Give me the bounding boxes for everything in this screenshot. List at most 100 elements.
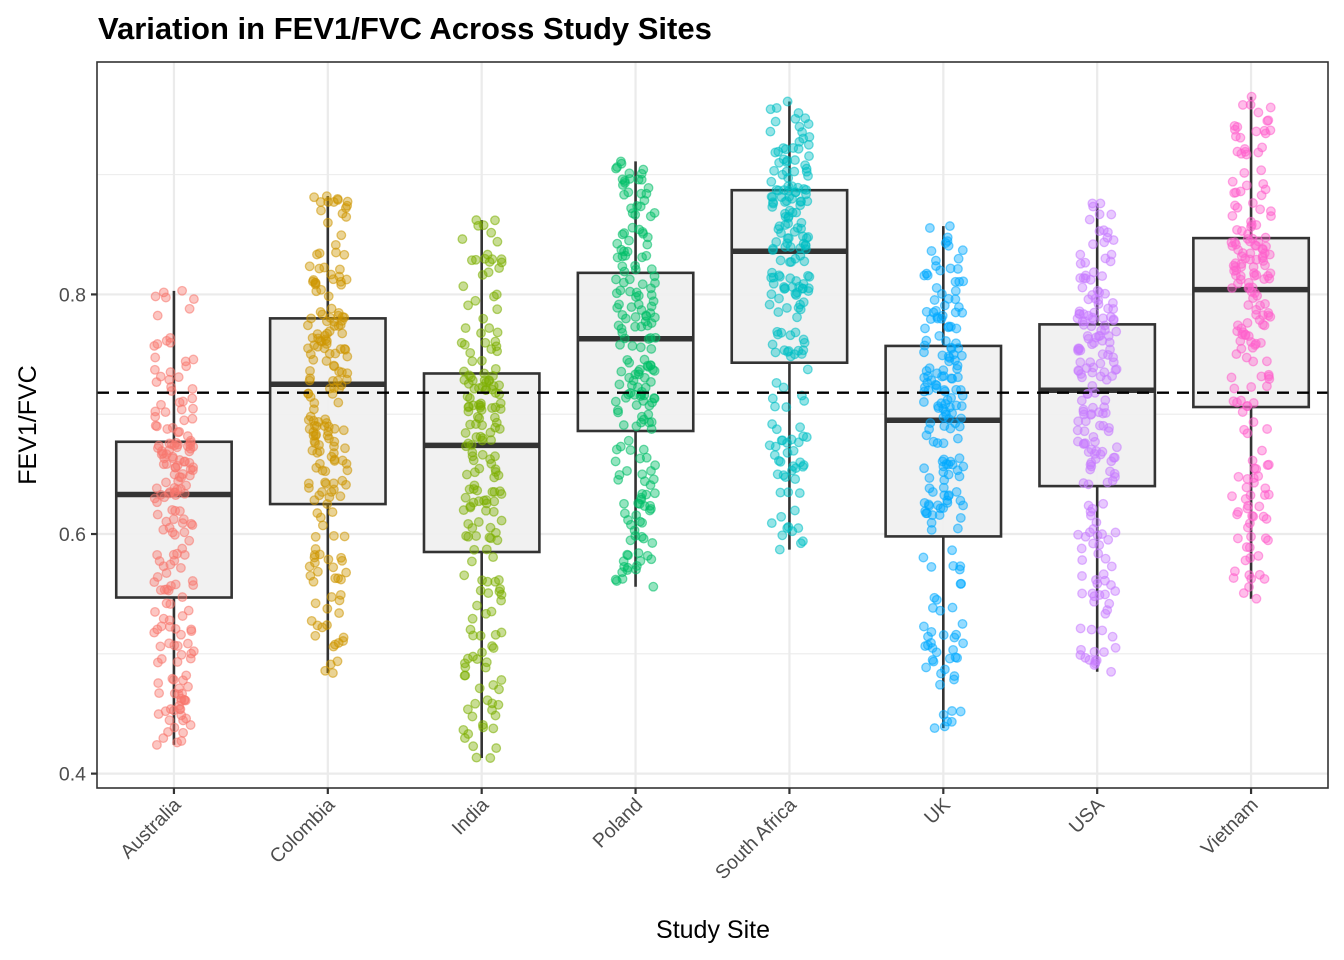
data-point	[316, 284, 327, 295]
data-point	[494, 263, 505, 274]
data-point	[496, 675, 507, 685]
data-point	[1260, 483, 1271, 494]
data-point	[1100, 608, 1111, 619]
data-point	[931, 647, 942, 658]
data-point	[473, 517, 484, 527]
data-point	[322, 620, 332, 631]
data-point	[465, 347, 476, 358]
data-point	[923, 499, 934, 510]
data-point	[305, 570, 316, 581]
data-point	[464, 370, 475, 381]
panel-border	[96, 61, 1329, 789]
data-point	[465, 419, 476, 430]
data-point	[1226, 237, 1237, 248]
data-point	[630, 312, 641, 322]
data-point	[625, 286, 635, 297]
data-point	[1266, 211, 1276, 222]
data-point	[477, 647, 487, 658]
data-point	[772, 326, 783, 337]
data-point	[1236, 395, 1246, 406]
data-point	[462, 653, 473, 664]
data-point	[1235, 186, 1246, 197]
data-point	[329, 436, 340, 447]
data-point	[1077, 571, 1087, 581]
data-point	[1251, 593, 1262, 604]
data-point	[645, 283, 656, 294]
data-point	[495, 486, 505, 497]
data-point	[777, 530, 788, 541]
data-point	[949, 671, 960, 682]
data-point	[946, 716, 957, 727]
data-point	[626, 203, 637, 214]
data-point	[1104, 422, 1114, 433]
data-point	[185, 720, 196, 730]
data-point	[768, 197, 778, 208]
data-point	[463, 401, 474, 412]
data-point	[339, 343, 350, 354]
data-point	[774, 544, 785, 555]
data-point	[929, 723, 940, 734]
data-point	[1244, 582, 1254, 592]
data-point	[309, 192, 320, 203]
data-point	[948, 560, 959, 571]
data-point	[1097, 529, 1108, 540]
data-point	[496, 515, 507, 526]
data-point	[945, 263, 956, 274]
iqr-box	[114, 440, 233, 599]
data-point	[312, 566, 323, 577]
data-point	[1233, 471, 1244, 482]
data-point	[925, 418, 936, 428]
data-point	[1265, 311, 1276, 322]
data-point	[929, 295, 940, 305]
data-point	[1238, 588, 1249, 599]
data-point	[1237, 407, 1248, 417]
data-point	[1102, 477, 1113, 488]
data-point	[785, 351, 796, 362]
data-point	[328, 562, 339, 573]
data-point	[952, 652, 963, 663]
data-point	[610, 456, 621, 467]
data-point	[179, 415, 190, 426]
data-point	[1263, 371, 1274, 382]
data-point	[459, 670, 470, 681]
data-point	[1255, 204, 1266, 215]
data-point	[172, 737, 183, 748]
data-point	[926, 246, 937, 256]
data-point	[790, 327, 801, 338]
data-point	[338, 632, 349, 643]
data-point	[795, 538, 806, 549]
x-tick-label: USA	[1065, 794, 1109, 838]
data-point	[174, 683, 185, 694]
data-point	[1085, 459, 1096, 470]
data-point	[635, 516, 646, 527]
data-point	[767, 245, 778, 256]
data-point	[646, 465, 656, 476]
data-point	[1232, 278, 1243, 289]
data-point	[485, 427, 496, 438]
data-point	[339, 531, 350, 542]
data-point	[1075, 258, 1086, 269]
data-point	[952, 263, 963, 274]
data-point	[648, 474, 659, 485]
data-point	[1258, 178, 1269, 189]
data-point	[776, 435, 787, 446]
data-point	[340, 443, 350, 454]
data-point	[1232, 533, 1243, 544]
data-point	[1075, 623, 1086, 634]
data-point	[488, 506, 499, 517]
data-point	[619, 333, 630, 344]
data-point	[634, 224, 645, 235]
data-point	[944, 653, 955, 664]
x-tick-label: Australia	[116, 794, 185, 863]
data-point	[935, 679, 945, 690]
data-point	[919, 463, 930, 474]
data-point	[304, 261, 315, 272]
data-point	[631, 560, 642, 571]
data-point	[325, 312, 336, 323]
data-point	[475, 630, 486, 641]
data-point	[152, 624, 163, 635]
data-point	[476, 355, 487, 366]
data-point	[457, 234, 468, 245]
data-point	[1103, 426, 1114, 437]
data-point	[332, 193, 343, 204]
